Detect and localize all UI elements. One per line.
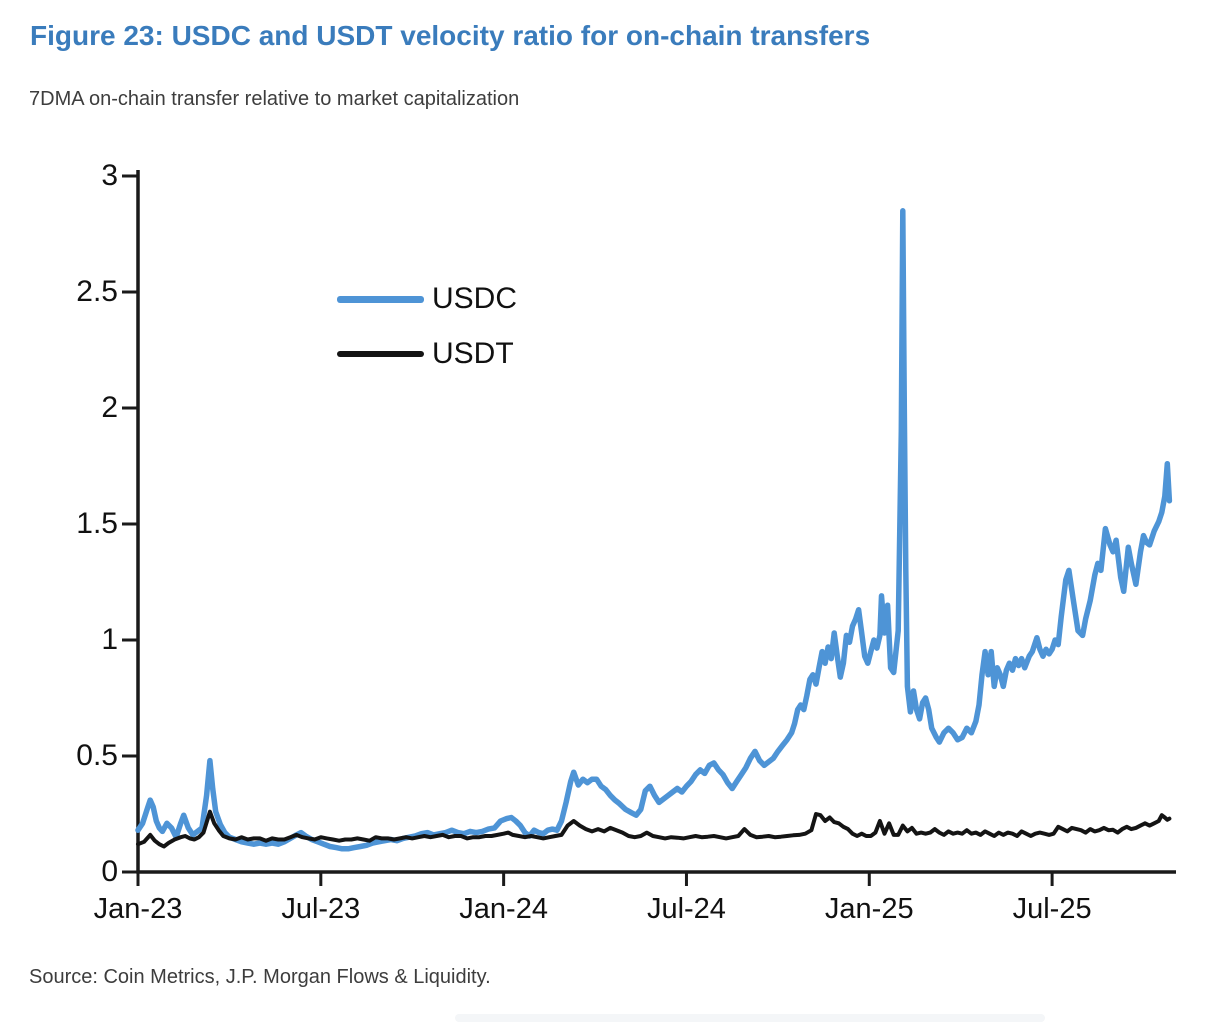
legend: USDC USDT xyxy=(337,278,517,388)
page-title: Figure 23: USDC and USDT velocity ratio … xyxy=(30,20,871,51)
y-axis-tick-label: 1.5 xyxy=(76,507,118,540)
legend-label-usdc: USDC xyxy=(432,282,518,315)
x-axis-tick-label: Jul-25 xyxy=(1012,893,1092,925)
axis-spines xyxy=(136,170,1176,874)
legend-swatch-usdt xyxy=(337,351,424,357)
x-axis-tick-label: Jan-23 xyxy=(93,893,183,925)
usdc-line xyxy=(135,208,1173,852)
y-axis-tick-label: 2 xyxy=(101,391,118,424)
bottom-edge-artifact xyxy=(455,1014,1045,1022)
legend-item-usdc: USDC xyxy=(337,278,517,320)
y-axis-tick-label: 0.5 xyxy=(76,739,118,772)
x-axis-tick-label: Jan-24 xyxy=(459,893,548,925)
source-note: Source: Coin Metrics, J.P. Morgan Flows … xyxy=(29,966,491,988)
x-axis-tick-label: Jan-25 xyxy=(824,893,914,925)
x-axis-tick-label: Jul-23 xyxy=(281,893,361,925)
y-axis-tick-label: 1 xyxy=(101,623,118,656)
legend-swatch-usdc xyxy=(337,295,424,303)
usdt-line xyxy=(136,809,1172,849)
y-axis-tick-label: 0 xyxy=(101,855,118,888)
y-axis-tick-label: 2.5 xyxy=(76,275,118,308)
y-axis-tick-label: 3 xyxy=(101,159,118,192)
legend-item-usdt: USDT xyxy=(337,333,517,375)
legend-label-usdt: USDT xyxy=(432,337,514,370)
x-axis-tick-label: Jul-24 xyxy=(646,893,726,925)
chart-subtitle: 7DMA on-chain transfer relative to marke… xyxy=(29,88,520,110)
